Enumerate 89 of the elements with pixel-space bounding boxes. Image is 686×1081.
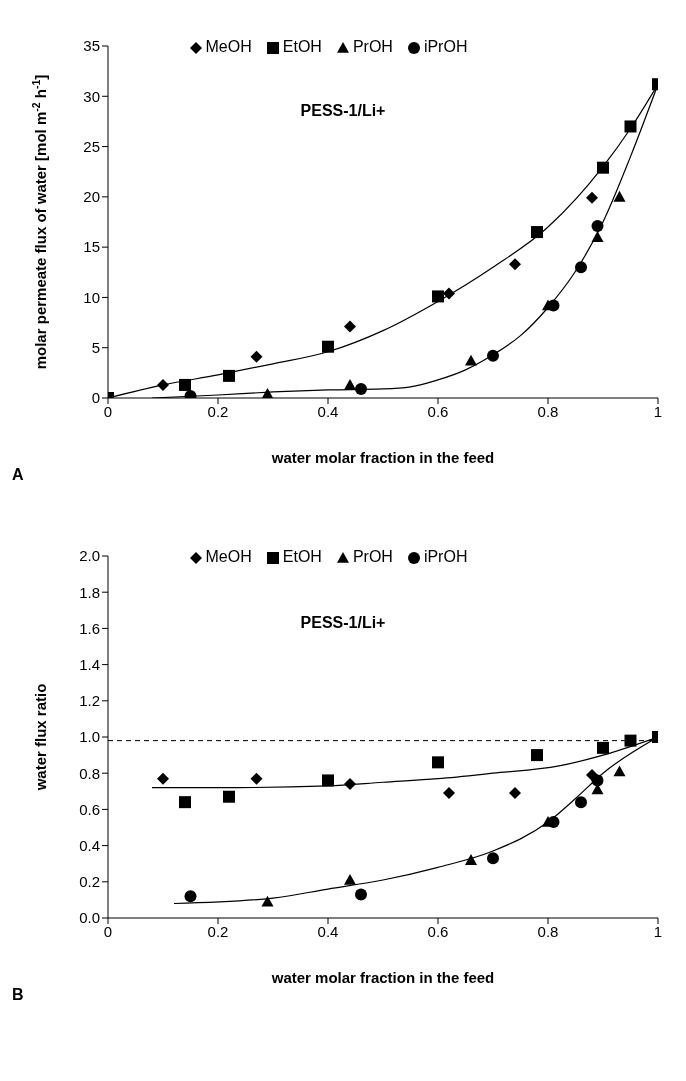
y-tick-label: 1.8 [79, 583, 100, 601]
point [344, 378, 356, 390]
y-tick-label: 0.0 [79, 909, 100, 927]
point [261, 387, 274, 398]
point [624, 120, 637, 133]
point [432, 290, 444, 303]
point [597, 161, 609, 174]
y-tick-label: 5 [91, 339, 100, 357]
y-tick-label: 0 [91, 389, 100, 407]
y-tick-label: 20 [83, 188, 100, 206]
x-tick-label: 1 [653, 402, 663, 420]
point [487, 349, 499, 362]
point [487, 852, 499, 865]
y-tick-label: 0.8 [79, 764, 100, 782]
point [575, 261, 587, 274]
point [443, 287, 455, 300]
point [575, 796, 587, 809]
x-tick-label: 0.4 [317, 402, 339, 420]
point [223, 790, 235, 803]
legend-label: iPrOH [422, 548, 468, 566]
point [613, 190, 626, 202]
point [184, 890, 197, 903]
point [613, 765, 626, 777]
point [344, 778, 356, 791]
x-tick-label: 0.4 [317, 922, 339, 940]
y-tick-label: 1.2 [79, 692, 100, 710]
point [597, 741, 609, 754]
x-axis-title: water molar fraction in the feed [270, 969, 495, 986]
x-tick-label: 1 [653, 922, 663, 940]
y-tick-label: 1.0 [79, 728, 100, 746]
y-tick-label: 1.4 [79, 655, 100, 673]
x-axis-title: water molar fraction in the feed [270, 449, 495, 466]
y-tick-label: 25 [83, 137, 100, 155]
point [250, 772, 263, 785]
y-axis-title: water flux ratio [32, 683, 49, 792]
x-tick-label: 0.2 [207, 922, 229, 940]
point [465, 354, 477, 366]
x-tick-label: 0.8 [537, 922, 559, 940]
point [509, 258, 521, 271]
point [531, 226, 543, 239]
x-tick-label: 0.2 [207, 402, 229, 420]
point [250, 350, 263, 363]
point [465, 854, 477, 865]
point [531, 749, 543, 762]
point [157, 378, 169, 391]
text: B [12, 986, 24, 1004]
point [432, 756, 444, 769]
point [179, 796, 191, 809]
legend-label: PrOH [351, 38, 393, 56]
point [624, 734, 637, 747]
point [261, 895, 274, 907]
legend-label: MeOH [204, 548, 252, 566]
point [157, 772, 169, 785]
y-tick-label: 1.6 [79, 619, 100, 637]
point [509, 787, 521, 800]
text: A [12, 466, 24, 484]
point [179, 378, 191, 391]
y-tick-label: 2.0 [79, 547, 100, 565]
point [344, 873, 356, 885]
point [322, 340, 334, 353]
y-tick-label: 0.2 [79, 873, 100, 891]
x-tick-label: 0.8 [537, 402, 559, 420]
point [223, 369, 235, 382]
point [322, 774, 334, 787]
legend-label: MeOH [204, 38, 252, 56]
point [344, 320, 356, 333]
x-tick-label: 0 [103, 922, 113, 940]
point [355, 382, 367, 395]
x-tick-label: 0.6 [427, 402, 449, 420]
y-tick-label: 0.4 [79, 836, 100, 854]
y-tick-label: 10 [83, 288, 100, 306]
legend-label: EtOH [281, 548, 322, 566]
y-tick-label: 30 [83, 87, 100, 105]
legend-label: EtOH [281, 38, 322, 56]
y-tick-label: 0.6 [79, 800, 100, 818]
point [591, 231, 604, 242]
legend-label: iPrOH [422, 38, 468, 56]
point [443, 787, 455, 800]
legend-label: PrOH [351, 548, 393, 566]
point [591, 774, 604, 787]
point [355, 888, 367, 901]
x-tick-label: 0 [103, 402, 113, 420]
point [591, 220, 604, 233]
point [586, 191, 598, 204]
x-tick-label: 0.6 [427, 922, 449, 940]
annotation: PESS-1/Li+ [300, 102, 386, 119]
y-tick-label: 35 [83, 37, 100, 55]
annotation: PESS-1/Li+ [300, 614, 386, 631]
y-tick-label: 15 [83, 238, 100, 256]
